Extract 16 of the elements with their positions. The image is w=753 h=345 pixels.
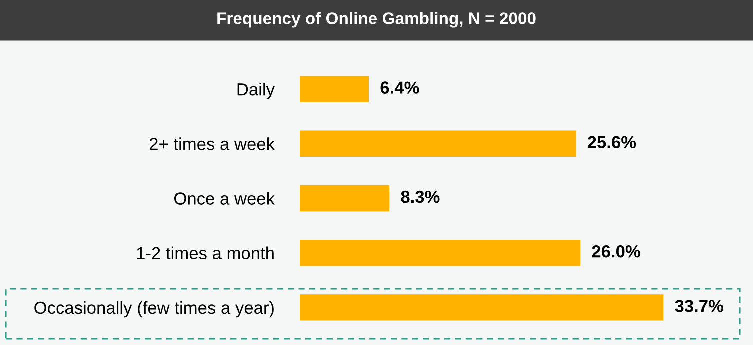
bar	[300, 294, 664, 321]
data-label: 6.4%	[380, 82, 420, 94]
y-tick-label: Once a week	[174, 192, 276, 205]
chart-title: Frequency of Online Gambling, N = 2000	[218, 12, 536, 28]
y-tick-label: 2+ times a week	[150, 138, 276, 150]
data-label: 25.6%	[588, 136, 636, 149]
y-tick-label: 1-2 times a month	[137, 246, 274, 260]
data-label: 33.7%	[675, 300, 724, 312]
y-tick-label: Occasionally (few times a year)	[34, 301, 274, 318]
bar	[300, 240, 581, 266]
y-tick-label: Daily	[238, 83, 275, 100]
data-label: 8.3%	[401, 190, 440, 204]
bar	[300, 76, 370, 102]
bar	[300, 130, 576, 158]
data-label: 26.0%	[592, 245, 640, 258]
bar	[300, 185, 390, 212]
